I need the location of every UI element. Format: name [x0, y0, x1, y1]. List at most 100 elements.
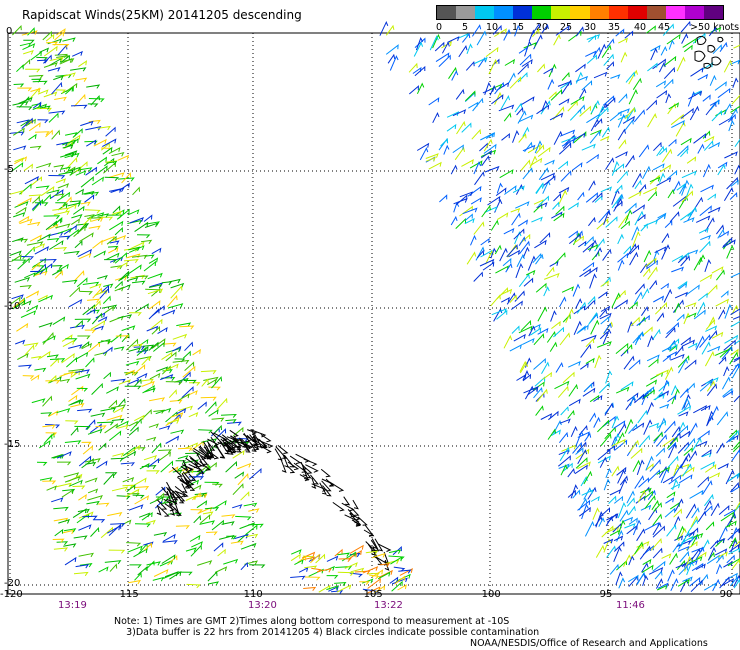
wind-barb: [725, 520, 737, 528]
wind-barb: [691, 562, 704, 572]
wind-barb: [710, 539, 719, 550]
wind-barb: [31, 243, 46, 250]
wind-barb: [471, 24, 482, 37]
wind-barb: [188, 473, 197, 481]
wind-barb: [497, 212, 509, 221]
wind-barb: [76, 387, 89, 392]
wind-barb: [702, 539, 710, 550]
wind-barb: [699, 380, 712, 392]
wind-barb: [144, 254, 155, 259]
wind-barb: [663, 55, 677, 67]
wind-barb: [249, 442, 260, 451]
wind-barb: [151, 247, 162, 255]
legend-label: 40: [634, 22, 647, 33]
wind-barb: [511, 325, 520, 334]
wind-barb: [297, 555, 307, 563]
wind-barb: [47, 67, 61, 72]
wind-barb: [701, 341, 711, 355]
wind-barb: [711, 266, 724, 274]
wind-barb: [513, 333, 526, 342]
wind-barb: [481, 205, 491, 218]
wind-barb: [446, 123, 457, 132]
wind-barb: [592, 507, 600, 520]
wind-barb: [97, 213, 110, 218]
wind-barb: [331, 590, 344, 595]
wind-barb: [656, 312, 665, 322]
wind-barb: [343, 496, 351, 506]
wind-barb: [659, 164, 672, 173]
wind-barb: [80, 120, 94, 127]
wind-barb: [573, 320, 582, 336]
wind-barb: [567, 100, 578, 112]
wind-barb: [686, 560, 698, 566]
wind-barb: [614, 439, 628, 451]
wind-barb: [667, 102, 677, 115]
wind-barb: [82, 281, 100, 286]
wind-barb: [78, 511, 94, 519]
wind-barb: [527, 144, 541, 154]
wind-barb: [48, 110, 66, 115]
wind-barb: [540, 172, 555, 181]
wind-barb: [628, 359, 641, 371]
wind-barb: [602, 248, 612, 261]
wind-barb: [75, 564, 90, 569]
wind-barb: [479, 258, 495, 267]
wind-barb: [53, 547, 69, 552]
wind-barb: [459, 191, 473, 198]
wind-barb: [518, 46, 528, 54]
wind-barb: [362, 566, 379, 574]
wind-barb: [128, 246, 141, 251]
wind-barb: [548, 63, 557, 78]
wind-barb: [170, 429, 185, 435]
wind-barb: [46, 41, 59, 46]
wind-barb: [628, 505, 636, 516]
wind-barb: [241, 441, 251, 453]
wind-barb: [147, 457, 160, 468]
wind-barb: [641, 562, 649, 573]
legend-swatch: [665, 6, 685, 19]
wind-barb: [15, 299, 26, 308]
wind-barb: [645, 463, 654, 471]
wind-barb: [557, 385, 569, 398]
wind-barb: [172, 469, 183, 474]
wind-barb: [218, 534, 235, 540]
wind-barb: [491, 94, 504, 105]
wind-barb: [182, 365, 196, 378]
wind-barb: [151, 338, 166, 349]
wind-barb: [679, 474, 693, 484]
longitude-label: -100: [478, 589, 501, 600]
wind-barb: [165, 381, 183, 386]
wind-barb: [211, 417, 225, 422]
wind-barb: [689, 489, 704, 499]
wind-barb: [61, 58, 75, 63]
wind-barb: [644, 494, 656, 510]
wind-barb: [508, 249, 521, 258]
wind-barb: [43, 54, 52, 64]
wind-barb: [111, 210, 122, 216]
legend-label: 10: [486, 22, 499, 33]
wind-barb: [250, 438, 260, 447]
wind-barb: [12, 24, 22, 36]
wind-barb: [320, 468, 331, 478]
wind-barb: [606, 38, 615, 49]
wind-barb: [540, 100, 551, 115]
wind-barb: [609, 488, 622, 496]
wind-barb: [116, 208, 130, 220]
wind-barb: [680, 255, 690, 267]
wind-barb: [655, 447, 665, 457]
wind-barb: [75, 170, 87, 176]
wind-barb: [613, 495, 624, 504]
wind-barb: [134, 447, 146, 452]
wind-barb: [689, 105, 700, 121]
wind-barb: [337, 571, 355, 576]
wind-barb: [533, 357, 546, 370]
wind-barb: [650, 47, 658, 61]
wind-barb: [663, 288, 673, 303]
wind-barb: [16, 322, 29, 332]
wind-barb: [523, 277, 534, 287]
wind-barb: [722, 390, 734, 398]
wind-barb: [79, 290, 93, 295]
wind-barb: [498, 104, 515, 112]
wind-barb: [38, 439, 51, 449]
wind-barb: [319, 482, 327, 495]
